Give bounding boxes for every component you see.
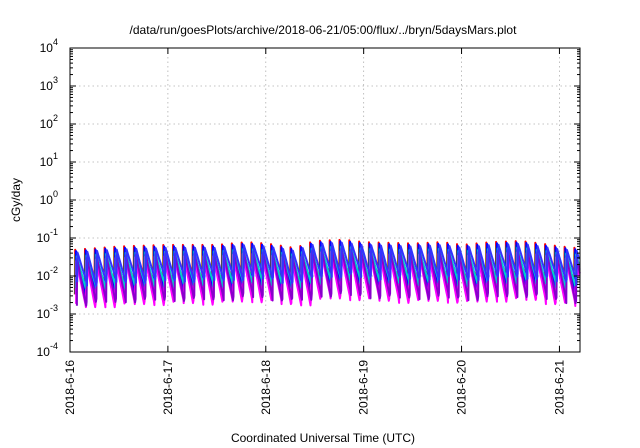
y-tick-label: 103	[40, 75, 58, 93]
y-tick-label: 104	[40, 37, 58, 55]
y-tick-label: 10-1	[37, 227, 58, 245]
y-tick-exponent: -2	[50, 265, 58, 275]
y-tick-exponent: 4	[53, 37, 58, 47]
series-line	[75, 247, 581, 307]
y-tick-label: 102	[40, 113, 58, 131]
x-tick-label: 2018-6-20	[455, 360, 469, 415]
x-axis: 2018-6-16 2018-6-17 2018-6-18 2018-6-19 2018…	[63, 48, 566, 415]
y-axis-label: cGy/day	[9, 178, 23, 222]
y-tick-label: 101	[40, 151, 58, 169]
y-tick-exponent: -1	[50, 227, 58, 237]
y-tick-exponent: 3	[53, 75, 58, 85]
x-tick-label: 2018-6-17	[161, 360, 175, 415]
y-tick-label: 10-4	[37, 341, 58, 359]
y-tick-exponent: 0	[53, 189, 58, 199]
x-tick-label: 2018-6-18	[259, 360, 273, 415]
x-axis-label: Coordinated Universal Time (UTC)	[231, 431, 415, 445]
series-line	[75, 245, 581, 290]
series-layer	[73, 238, 581, 309]
y-tick-label: 10-3	[37, 303, 58, 321]
x-tick-label: 2018-6-19	[357, 360, 371, 415]
grid-layer	[70, 48, 580, 352]
y-tick-exponent: 1	[53, 151, 58, 161]
y-tick-label: 100	[40, 189, 58, 207]
y-tick-exponent: -4	[50, 341, 58, 351]
y-tick-exponent: -3	[50, 303, 58, 313]
x-tick-label: 2018-6-21	[552, 360, 566, 415]
chart-title: /data/run/goesPlots/archive/2018-06-21/0…	[130, 23, 518, 37]
series-line	[76, 241, 580, 287]
x-tick-label: 2018-6-16	[63, 360, 77, 415]
y-tick-label: 10-2	[37, 265, 58, 283]
y-tick-exponent: 2	[53, 113, 58, 123]
